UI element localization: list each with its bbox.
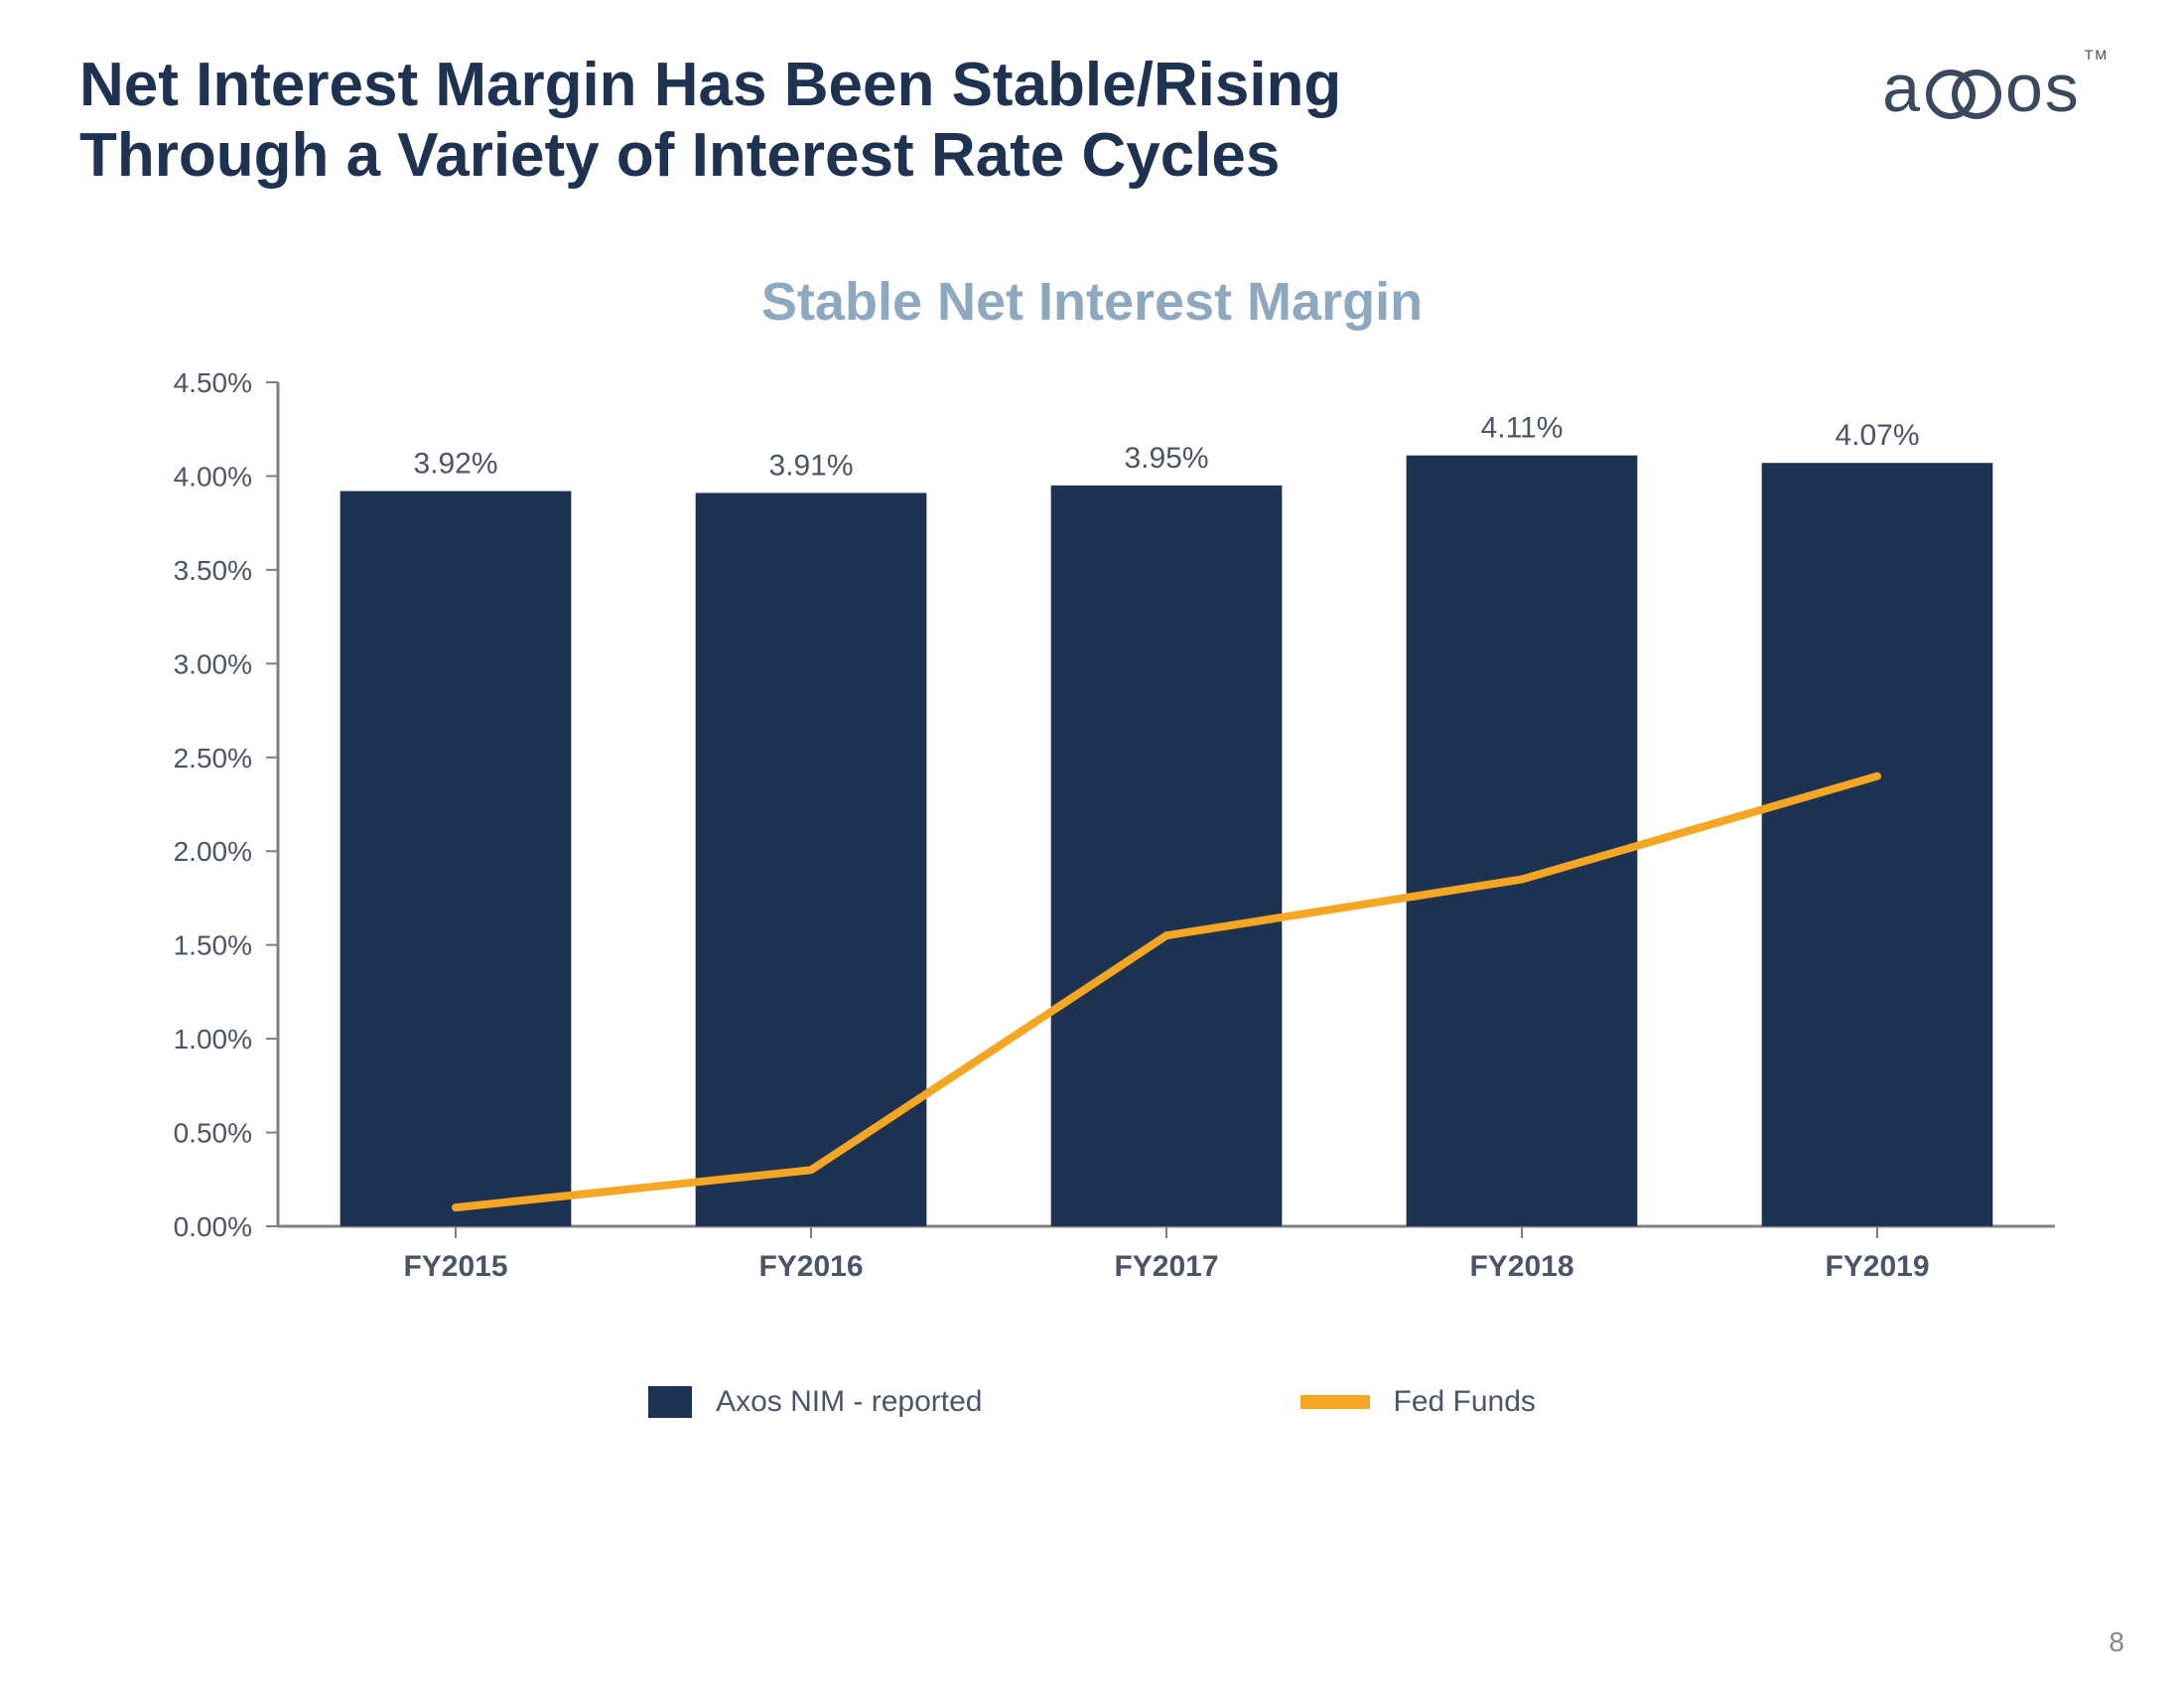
- bar-value-label: 4.11%: [1481, 411, 1564, 444]
- x-category-label: FY2017: [1114, 1250, 1218, 1283]
- y-tick-label: 2.50%: [174, 742, 252, 773]
- nim-chart: 0.00% 0.50% 1.00% 1.50% 2.00% 2.50% 3.00% 3.50%…: [109, 352, 2075, 1306]
- logo-letter-a: a: [1882, 50, 1922, 127]
- bar-value-label: 4.07%: [1835, 419, 1919, 452]
- legend: Axos NIM - reported Fed Funds: [79, 1385, 2105, 1419]
- title-line-2: Through a Variety of Interest Rate Cycle…: [79, 121, 1280, 190]
- x-category-label: FY2019: [1825, 1250, 1929, 1283]
- legend-swatch-bar: [648, 1386, 692, 1418]
- page-title: Net Interest Margin Has Been Stable/Risi…: [79, 50, 1341, 192]
- bar-value-label: 3.91%: [768, 449, 853, 482]
- title-line-1: Net Interest Margin Has Been Stable/Risi…: [79, 51, 1341, 119]
- y-tick-label: 4.00%: [174, 461, 252, 492]
- chart-subtitle: Stable Net Interest Margin: [79, 271, 2105, 333]
- chart-svg: 0.00% 0.50% 1.00% 1.50% 2.00% 2.50% 3.00% 3.50%…: [109, 352, 2075, 1306]
- legend-item: Axos NIM - reported: [648, 1385, 982, 1419]
- x-category-label: FY2015: [403, 1250, 507, 1283]
- logo-letter-s: s: [2045, 50, 2081, 127]
- y-tick-label: 3.00%: [174, 648, 252, 679]
- legend-label: Fed Funds: [1394, 1385, 1536, 1419]
- y-tick-label: 0.50%: [174, 1117, 252, 1148]
- logo-tm: TM: [2085, 47, 2109, 63]
- logo-letter-o: o: [2005, 50, 2045, 127]
- y-tick-label: 1.00%: [174, 1024, 252, 1055]
- logo-x-icon: [1924, 63, 2003, 126]
- y-tick-label: 1.50%: [174, 929, 252, 960]
- x-category-label: FY2018: [1469, 1250, 1573, 1283]
- bar: [1762, 463, 1993, 1226]
- y-tick-label: 4.50%: [174, 367, 252, 398]
- slide: Net Interest Margin Has Been Stable/Risi…: [0, 0, 2184, 1688]
- page-number: 8: [2109, 1626, 2124, 1658]
- y-tick-label: 2.00%: [174, 836, 252, 867]
- x-category-label: FY2016: [758, 1250, 863, 1283]
- y-tick-label: 0.00%: [174, 1211, 252, 1242]
- legend-swatch-line: [1300, 1395, 1370, 1409]
- brand-logo: aosTM: [1882, 50, 2105, 127]
- legend-label: Axos NIM - reported: [716, 1385, 982, 1419]
- bar-value-label: 3.92%: [413, 447, 497, 480]
- header: Net Interest Margin Has Been Stable/Risi…: [79, 50, 2105, 192]
- y-tick-label: 3.50%: [174, 554, 252, 585]
- bar: [1051, 485, 1283, 1225]
- legend-item: Fed Funds: [1300, 1385, 1536, 1419]
- bar: [341, 491, 572, 1225]
- bar-value-label: 3.95%: [1124, 441, 1208, 474]
- bar: [1407, 455, 1638, 1225]
